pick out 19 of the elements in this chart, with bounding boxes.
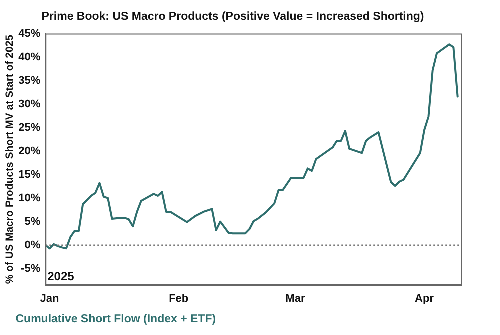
y-tick-label: 25% — [18, 122, 41, 134]
y-tick-label: 10% — [18, 192, 41, 204]
y-axis-title: % of US Macro Products Short MV at Start of 2025 — [4, 34, 16, 284]
x-tick-label: Apr — [415, 292, 435, 305]
y-tick-label: 35% — [18, 74, 41, 87]
y-tick-label: 0% — [24, 239, 41, 252]
y-tick-label: 5% — [24, 216, 41, 228]
y-tick-label: 15% — [18, 168, 41, 181]
y-tick-label: 40% — [18, 51, 41, 64]
x-tick-label: Jan — [40, 292, 60, 305]
chart-title: Prime Book: US Macro Products (Positive Value = Increased Shorting) — [42, 11, 424, 24]
x-tick-label: Feb — [169, 292, 189, 305]
x-tick-label: Mar — [286, 292, 306, 305]
y-tick-label: 20% — [18, 145, 41, 158]
y-tick-label: -5% — [21, 262, 41, 275]
text: Cumulative Short Flow (Index + ETF) — [16, 313, 216, 326]
y-tick-label: 45% — [18, 28, 41, 40]
y-tick-label: 30% — [18, 98, 41, 110]
annotation: 2025 — [48, 270, 75, 284]
